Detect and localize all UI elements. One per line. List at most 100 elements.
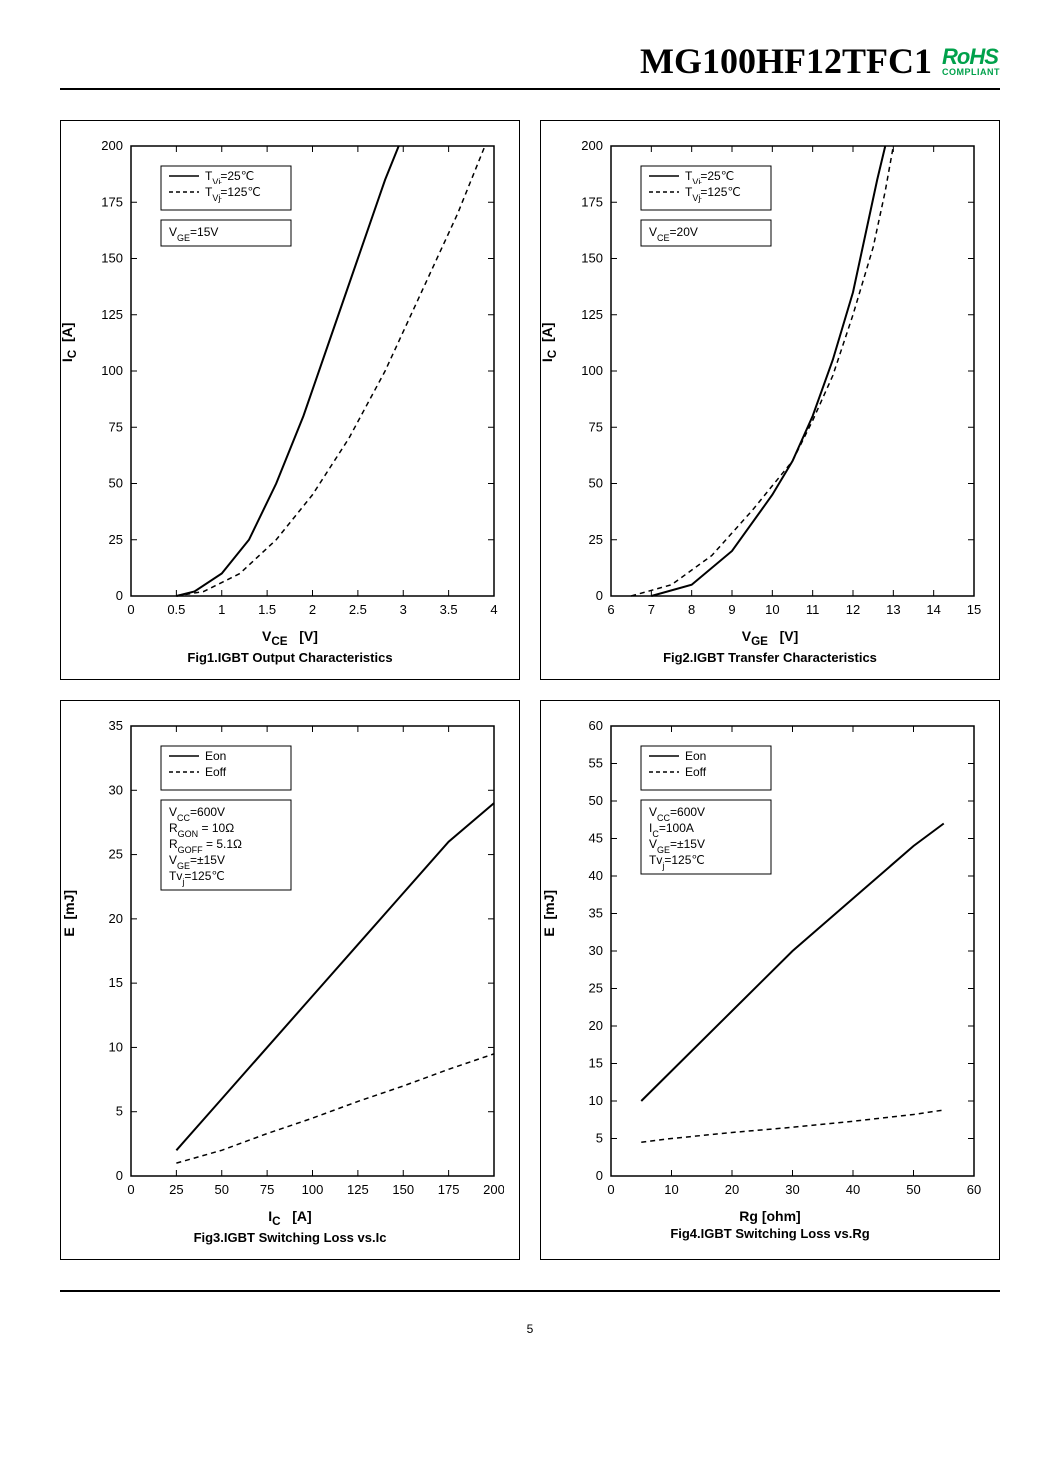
svg-text:6: 6 xyxy=(607,602,614,617)
svg-text:Eon: Eon xyxy=(685,749,706,763)
svg-text:10: 10 xyxy=(109,1039,123,1054)
svg-text:200: 200 xyxy=(101,138,123,153)
svg-text:125: 125 xyxy=(347,1182,369,1197)
svg-text:10: 10 xyxy=(765,602,779,617)
svg-text:50: 50 xyxy=(589,793,603,808)
svg-text:5: 5 xyxy=(596,1131,603,1146)
fig4-chart: 0 10 20 30 40 50 60 0 5 10 15 20 25 30 35 40 45 50 55 60 Eon… xyxy=(556,716,984,1206)
svg-text:3.5: 3.5 xyxy=(440,602,458,617)
fig2-chart: 67891011121314150255075100125150175200TV… xyxy=(556,136,984,626)
svg-text:1.5: 1.5 xyxy=(258,602,276,617)
fig2-ylabel: IC [A] xyxy=(539,323,559,363)
svg-text:125: 125 xyxy=(101,307,123,322)
svg-text:3: 3 xyxy=(400,602,407,617)
svg-text:25: 25 xyxy=(109,847,123,862)
svg-text:0.5: 0.5 xyxy=(167,602,185,617)
svg-text:4: 4 xyxy=(490,602,497,617)
svg-text:10: 10 xyxy=(589,1093,603,1108)
svg-text:8: 8 xyxy=(688,602,695,617)
svg-text:150: 150 xyxy=(101,251,123,266)
fig4-title: Fig4.IGBT Switching Loss vs.Rg xyxy=(556,1226,984,1241)
svg-text:5: 5 xyxy=(116,1104,123,1119)
svg-text:20: 20 xyxy=(109,911,123,926)
svg-text:50: 50 xyxy=(109,476,123,491)
svg-text:0: 0 xyxy=(127,1182,134,1197)
chart-grid: IC [A] 00.511.522.533.540255075100125150… xyxy=(60,120,1000,1260)
svg-text:Eon: Eon xyxy=(205,749,226,763)
fig1-chart: 00.511.522.533.540255075100125150175200T… xyxy=(76,136,504,626)
fig3-xlabel: IC [A] xyxy=(76,1208,504,1228)
svg-text:175: 175 xyxy=(101,194,123,209)
svg-text:Eoff: Eoff xyxy=(685,765,707,779)
fig2-xlabel: VGE [V] xyxy=(556,628,984,648)
svg-text:100: 100 xyxy=(302,1182,324,1197)
svg-text:0: 0 xyxy=(607,1182,614,1197)
svg-text:9: 9 xyxy=(728,602,735,617)
svg-text:50: 50 xyxy=(589,476,603,491)
svg-text:25: 25 xyxy=(589,981,603,996)
svg-text:Eoff: Eoff xyxy=(205,765,227,779)
svg-text:45: 45 xyxy=(589,831,603,846)
fig3-title: Fig3.IGBT Switching Loss vs.Ic xyxy=(76,1230,504,1245)
svg-text:50: 50 xyxy=(906,1182,920,1197)
svg-text:75: 75 xyxy=(260,1182,274,1197)
svg-text:40: 40 xyxy=(589,868,603,883)
rohs-text: RoHS xyxy=(942,46,1000,68)
svg-text:1: 1 xyxy=(218,602,225,617)
svg-text:30: 30 xyxy=(109,782,123,797)
svg-text:175: 175 xyxy=(581,194,603,209)
fig2-panel: IC [A] 678910111213141502550751001251501… xyxy=(540,120,1000,680)
svg-text:75: 75 xyxy=(109,419,123,434)
svg-text:0: 0 xyxy=(116,588,123,603)
svg-text:0: 0 xyxy=(596,588,603,603)
svg-text:25: 25 xyxy=(589,532,603,547)
rohs-compliant-text: COMPLIANT xyxy=(942,68,1000,77)
fig4-ylabel: E [mJ] xyxy=(541,890,557,937)
svg-text:0: 0 xyxy=(596,1168,603,1183)
svg-text:60: 60 xyxy=(967,1182,981,1197)
svg-text:7: 7 xyxy=(648,602,655,617)
fig1-xlabel: VCE [V] xyxy=(76,628,504,648)
fig1-panel: IC [A] 00.511.522.533.540255075100125150… xyxy=(60,120,520,680)
svg-text:30: 30 xyxy=(785,1182,799,1197)
fig3-panel: E [mJ] 025507510012515017520005101520253… xyxy=(60,700,520,1260)
svg-text:14: 14 xyxy=(926,602,940,617)
svg-text:60: 60 xyxy=(589,718,603,733)
svg-text:13: 13 xyxy=(886,602,900,617)
svg-text:2.5: 2.5 xyxy=(349,602,367,617)
svg-text:35: 35 xyxy=(589,906,603,921)
fig2-title: Fig2.IGBT Transfer Characteristics xyxy=(556,650,984,665)
svg-text:0: 0 xyxy=(116,1168,123,1183)
part-number: MG100HF12TFC1 xyxy=(640,40,932,82)
svg-text:50: 50 xyxy=(215,1182,229,1197)
fig3-chart: 025507510012515017520005101520253035EonE… xyxy=(76,716,504,1206)
svg-text:200: 200 xyxy=(483,1182,504,1197)
svg-text:12: 12 xyxy=(846,602,860,617)
svg-text:100: 100 xyxy=(581,363,603,378)
fig3-ylabel: E [mJ] xyxy=(61,890,77,937)
svg-text:55: 55 xyxy=(589,756,603,771)
svg-text:15: 15 xyxy=(967,602,981,617)
svg-text:15: 15 xyxy=(589,1056,603,1071)
svg-text:35: 35 xyxy=(109,718,123,733)
svg-text:25: 25 xyxy=(109,532,123,547)
svg-text:150: 150 xyxy=(392,1182,414,1197)
fig1-ylabel: IC [A] xyxy=(59,323,79,363)
svg-text:30: 30 xyxy=(589,943,603,958)
svg-text:11: 11 xyxy=(806,602,820,617)
svg-text:175: 175 xyxy=(438,1182,460,1197)
page-header: MG100HF12TFC1 RoHS COMPLIANT xyxy=(60,40,1000,90)
svg-text:150: 150 xyxy=(581,251,603,266)
page-number: 5 xyxy=(60,1322,1000,1336)
svg-text:20: 20 xyxy=(725,1182,739,1197)
rohs-badge: RoHS COMPLIANT xyxy=(942,46,1000,77)
fig1-title: Fig1.IGBT Output Characteristics xyxy=(76,650,504,665)
svg-text:75: 75 xyxy=(589,419,603,434)
svg-text:20: 20 xyxy=(589,1018,603,1033)
svg-text:200: 200 xyxy=(581,138,603,153)
fig4-xlabel: Rg [ohm] xyxy=(556,1208,984,1224)
svg-text:40: 40 xyxy=(846,1182,860,1197)
svg-text:0: 0 xyxy=(127,602,134,617)
svg-text:10: 10 xyxy=(664,1182,678,1197)
footer-rule xyxy=(60,1290,1000,1292)
